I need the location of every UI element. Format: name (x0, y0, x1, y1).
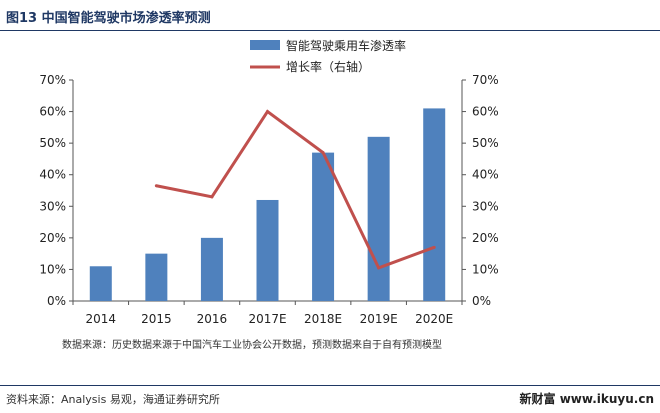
y-right-tick-label: 50% (472, 136, 499, 150)
line-point (432, 245, 436, 249)
bar (312, 152, 335, 301)
bar (256, 199, 279, 301)
x-tick-label: 2020E (415, 312, 453, 326)
y-left-tick-label: 20% (39, 231, 66, 245)
legend-swatch-bar (250, 40, 280, 50)
title-divider (0, 30, 660, 31)
y-right-tick-label: 10% (472, 262, 499, 276)
y-right-tick-label: 60% (472, 105, 499, 119)
growth-line (156, 109, 435, 270)
data-note: 数据来源：历史数据来源于中国汽车工业协会公开数据，预测数据来自于自有预测模型 (62, 340, 442, 351)
y-left-tick-label: 0% (47, 294, 66, 308)
line-point (210, 195, 214, 199)
bar (89, 266, 112, 301)
y-right-tick-label: 70% (472, 73, 499, 87)
x-tick-label: 2016 (197, 312, 228, 326)
bar (367, 136, 390, 301)
y-left-tick-label: 50% (39, 136, 66, 150)
line-point (321, 151, 325, 155)
legend-label-line: 增长率（右轴） (286, 59, 370, 74)
line-point (266, 110, 269, 114)
watermark: 新财富 www.ikuyu.cn (519, 392, 654, 406)
x-tick-label: 2019E (360, 312, 398, 326)
y-right-tick-label: 30% (472, 199, 499, 213)
y-left-tick-label: 40% (39, 168, 66, 182)
x-tick-label: 2017E (248, 312, 286, 326)
y-right-tick-label: 0% (472, 294, 491, 308)
y-left-tick-label: 70% (39, 73, 66, 87)
y-right-tick-label: 20% (472, 231, 499, 245)
x-tick-label: 2015 (141, 312, 172, 326)
y-left-tick-label: 10% (39, 262, 66, 276)
bar (200, 237, 223, 301)
line-point (154, 184, 158, 188)
legend-label-bar: 智能驾驶乘用车渗透率 (286, 38, 406, 53)
source-text: 资料来源：Analysis 易观，海通证券研究所 (6, 393, 220, 406)
bar (145, 253, 168, 301)
title-bar: 图13 中国智能驾驶市场渗透率预测 (0, 0, 660, 30)
y-left-tick-label: 60% (39, 105, 66, 119)
bar (423, 108, 446, 302)
x-tick-label: 2014 (86, 312, 117, 326)
y-right-tick-label: 40% (472, 168, 499, 182)
line-point (377, 266, 381, 270)
x-tick-label: 2018E (304, 312, 342, 326)
footer-divider (0, 385, 660, 386)
y-left-tick-label: 30% (39, 199, 66, 213)
page-title: 图13 中国智能驾驶市场渗透率预测 (6, 11, 211, 26)
